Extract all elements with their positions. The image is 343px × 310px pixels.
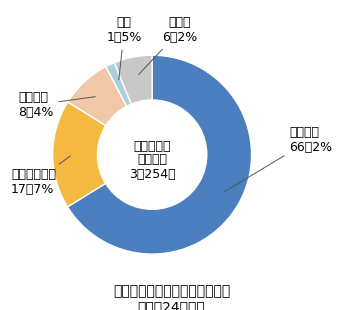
- Wedge shape: [68, 55, 251, 254]
- Text: （平成24年度）: （平成24年度）: [138, 300, 205, 310]
- Text: 工場・事業場
17．7%: 工場・事業場 17．7%: [11, 156, 70, 197]
- Wedge shape: [114, 55, 152, 104]
- Text: 苦情件数: 苦情件数: [137, 153, 167, 166]
- Wedge shape: [106, 63, 131, 106]
- Text: 道路交通
8．4%: 道路交通 8．4%: [18, 91, 95, 119]
- Text: 建設作業
66．2%: 建設作業 66．2%: [224, 126, 332, 192]
- Text: 3，254件: 3，254件: [129, 168, 175, 181]
- Wedge shape: [68, 67, 127, 126]
- Text: 図２　苦情件数の発生源別内訳: 図２ 苦情件数の発生源別内訳: [113, 284, 230, 299]
- Text: その他
6．2%: その他 6．2%: [139, 16, 198, 75]
- Wedge shape: [53, 102, 106, 207]
- Text: 鉄道
1．5%: 鉄道 1．5%: [107, 16, 142, 80]
- Text: 振動に係る: 振動に係る: [133, 140, 171, 153]
